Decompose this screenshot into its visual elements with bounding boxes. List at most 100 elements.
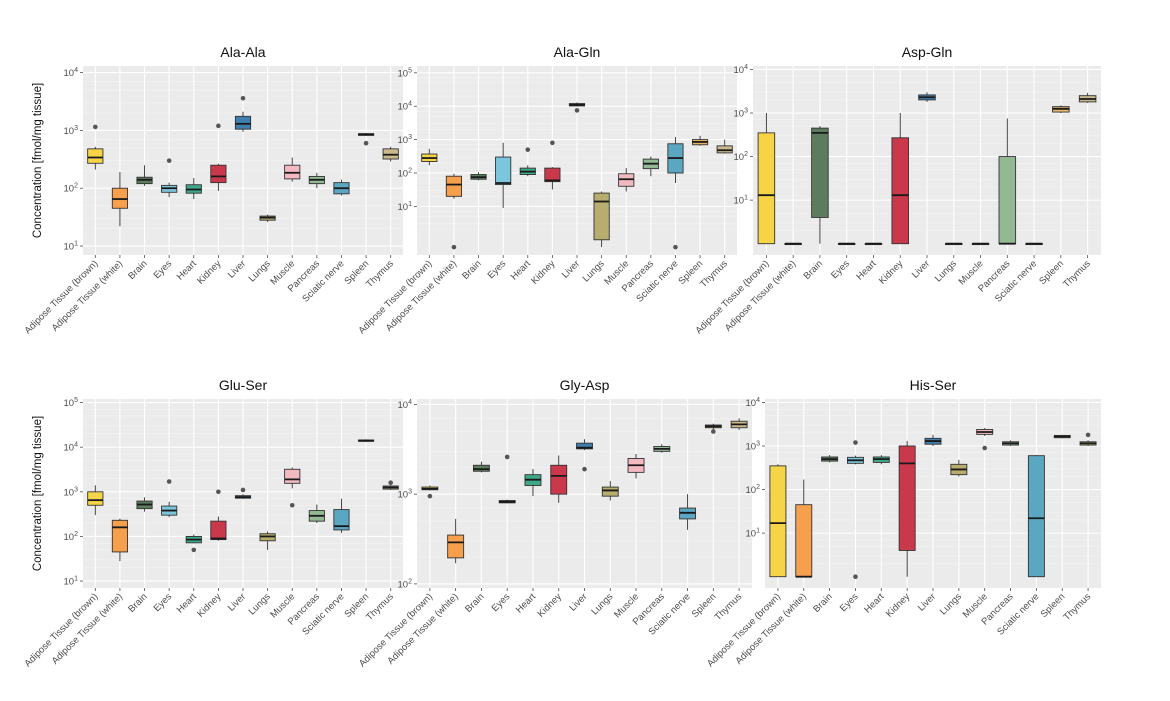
box-sciatic-nerve [333,498,350,533]
box-outlier [504,454,510,460]
box-thymus [1079,432,1097,447]
box-iqr [593,192,610,241]
tick-base: 10 [64,242,75,253]
x-tick-label: Brain [126,258,149,281]
y-tick-label: 104 [398,399,413,411]
box-lungs [259,214,276,223]
box-pancreas [642,156,659,177]
box-adipose-tissue-brown- [87,124,104,170]
x-tick-label: Eyes [152,591,175,614]
box-iqr [898,445,916,551]
y-tick-label: 105 [398,67,413,79]
y-tick-label: 102 [734,151,749,163]
box-spleen [704,423,722,434]
y-tick-label: 103 [398,489,413,501]
tick-exponent: 2 [756,484,760,491]
box-outlier [166,479,172,484]
y-tick-label: 101 [64,576,79,588]
tick-exponent: 1 [74,241,78,248]
tick-base: 10 [398,490,409,501]
box-brain [472,461,490,473]
box-outlier [673,244,678,250]
box-eyes [495,142,512,208]
tick-base: 10 [64,443,75,454]
box-iqr [891,137,909,245]
tick-exponent: 1 [744,195,748,202]
tick-base: 10 [734,152,745,163]
y-axis-title: Concentration [fmol/mg tissue] [32,83,44,238]
panel-title: Ala-Gln [554,44,601,60]
box-iqr [210,164,227,184]
y-tick-label: 103 [746,441,761,453]
box-thymus [716,139,733,154]
y-tick-label: 102 [398,578,413,590]
tick-exponent: 1 [74,576,78,583]
box-iqr [87,148,104,164]
tick-exponent: 4 [74,442,78,449]
box-lungs [259,531,276,550]
box-iqr [234,115,252,130]
box-heart [519,147,536,177]
panel-title: Gly-Asp [560,377,610,393]
panel-title: His-Ser [910,377,957,393]
box-sciatic-nerve [667,136,684,250]
tick-exponent: 3 [744,108,748,115]
box-outlier [93,124,98,130]
panel-title: Glu-Ser [219,377,268,393]
tick-base: 10 [398,168,409,179]
tick-base: 10 [746,529,757,540]
box-adipose-tissue-brown- [769,464,787,578]
box-outlier [982,445,987,451]
box-kidney [898,441,916,577]
tick-base: 10 [734,196,745,207]
box-outlier [216,489,221,495]
x-tick-label: Brain [802,258,825,281]
box-sciatic-nerve [679,494,697,530]
tick-exponent: 3 [408,134,412,141]
tick-exponent: 2 [408,578,412,585]
box-iqr [601,486,619,497]
tick-base: 10 [64,487,75,498]
tick-exponent: 1 [408,201,412,208]
box-spleen [357,133,375,146]
tick-exponent: 3 [408,489,412,496]
box-iqr [210,520,227,541]
box-iqr [284,468,301,484]
box-iqr [445,175,463,197]
box-heart [872,455,890,465]
box-adipose-tissue-brown- [421,148,438,166]
box-outlier [550,140,555,146]
x-tick-label: Liver [226,258,248,280]
x-tick-label: Brain [463,591,486,614]
box-spleen [691,135,709,146]
x-tick-label: Eyes [829,258,852,281]
box-iqr [544,167,561,183]
y-tick-label: 101 [746,528,761,540]
x-tick-label: Kidney [195,258,223,286]
box-adipose-tissue-white- [795,479,813,578]
box-heart [524,469,542,497]
tick-base: 10 [398,202,409,213]
box-outlier [853,440,858,445]
x-tick-label: Heart [854,258,878,282]
box-sciatic-nerve [333,179,350,196]
y-tick-label: 103 [734,108,749,120]
box-lungs [601,481,619,501]
y-tick-label: 102 [746,484,761,496]
box-muscle [627,454,645,479]
box-adipose-tissue-white- [445,173,463,250]
box-outlier [853,574,858,579]
box-kidney [544,140,561,190]
box-thymus [730,418,748,430]
y-tick-label: 103 [64,125,79,137]
box-lungs [945,242,963,246]
box-outlier [1085,432,1091,438]
panel-title: Asp-Gln [902,44,953,60]
box-adipose-tissue-brown- [757,113,776,245]
box-outlier [240,95,246,101]
y-tick-label: 102 [398,167,413,179]
tick-base: 10 [398,400,409,411]
panel-title: Ala-Ala [220,44,265,60]
